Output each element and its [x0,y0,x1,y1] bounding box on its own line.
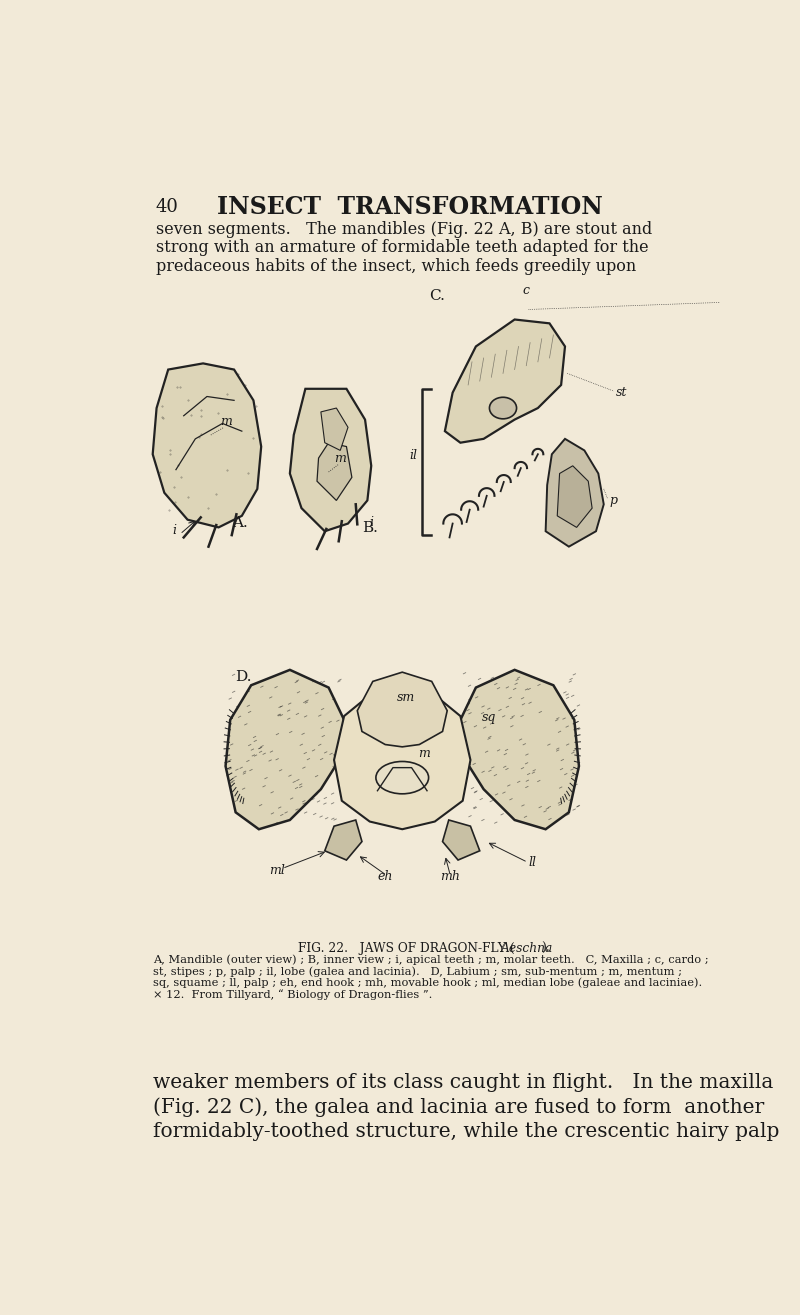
Polygon shape [358,672,447,747]
Polygon shape [290,389,371,531]
Text: A.: A. [232,515,247,530]
Polygon shape [226,669,344,830]
Text: sq: sq [482,711,496,725]
Text: B.: B. [362,521,378,535]
Text: st, stipes ; p, palp ; il, lobe (galea and lacinia).   D, Labium ; sm, sub-mentu: st, stipes ; p, palp ; il, lobe (galea a… [153,967,682,977]
Polygon shape [325,821,362,860]
Text: A, Mandible (outer view) ; B, inner view ; i, apical teeth ; m, molar teeth.   C: A, Mandible (outer view) ; B, inner view… [153,955,708,965]
Text: eh: eh [378,871,393,884]
Polygon shape [321,408,348,451]
Text: × 12.  From Tillyard, “ Biology of Dragon-flies ”.: × 12. From Tillyard, “ Biology of Dragon… [153,989,432,1001]
Polygon shape [546,439,604,547]
Text: c: c [522,284,530,297]
Text: ).: ). [541,942,550,955]
Text: sq, squame ; ll, palp ; eh, end hook ; mh, movable hook ; ml, median lobe (galea: sq, squame ; ll, palp ; eh, end hook ; m… [153,978,702,989]
Polygon shape [442,821,480,860]
Text: formidably-toothed structure, while the crescentic hairy palp: formidably-toothed structure, while the … [153,1122,779,1141]
Text: C.: C. [430,289,446,304]
Polygon shape [445,320,565,443]
Polygon shape [153,363,262,527]
Text: FIG. 22.   JAWS OF DRAGON-FLY (: FIG. 22. JAWS OF DRAGON-FLY ( [298,942,514,955]
Text: ll: ll [529,856,537,869]
Text: (Fig. 22 C), the galea and lacinia are fused to form  another: (Fig. 22 C), the galea and lacinia are f… [153,1097,764,1116]
Text: Aeschna: Aeschna [501,942,553,955]
Text: mh: mh [440,871,460,884]
Text: INSECT  TRANSFORMATION: INSECT TRANSFORMATION [217,195,603,218]
Polygon shape [460,669,579,830]
Text: m: m [334,452,346,466]
Text: weaker members of its class caught in flight.   In the maxilla: weaker members of its class caught in fl… [153,1073,773,1091]
Text: ml: ml [269,864,285,877]
Polygon shape [334,685,470,830]
Text: i: i [173,525,176,538]
Ellipse shape [376,761,429,794]
Text: i: i [370,515,374,529]
Polygon shape [558,466,592,527]
Text: il: il [410,450,418,463]
Text: m: m [418,747,430,760]
Text: 40: 40 [156,197,178,216]
Text: strong with an armature of formidable teeth adapted for the: strong with an armature of formidable te… [156,239,649,256]
Text: predaceous habits of the insect, which feeds greedily upon: predaceous habits of the insect, which f… [156,258,636,275]
Text: seven segments.   The mandibles (Fig. 22 A, B) are stout and: seven segments. The mandibles (Fig. 22 A… [156,221,652,238]
Text: m: m [220,416,232,427]
Polygon shape [317,443,352,501]
Text: st: st [615,387,626,400]
Text: p: p [609,494,617,508]
Ellipse shape [490,397,517,419]
Text: D.: D. [236,671,252,684]
Text: sm: sm [397,690,415,704]
